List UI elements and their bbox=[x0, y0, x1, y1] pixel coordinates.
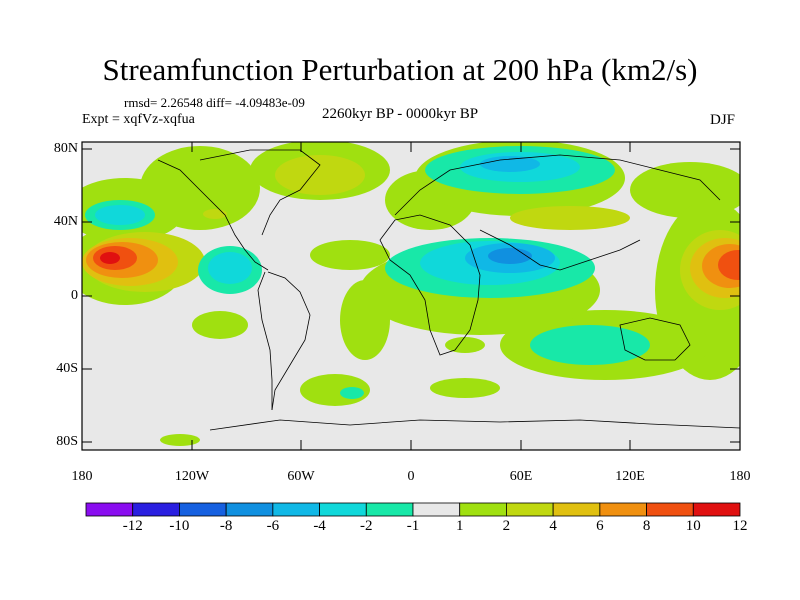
south-america-west-coast bbox=[257, 271, 273, 410]
colorbar-tick-label: -1 bbox=[406, 518, 420, 534]
contour-level-12 bbox=[100, 252, 120, 264]
asia-south-coast bbox=[479, 229, 641, 271]
experiment-label: Expt = xqfVz-xqfua bbox=[82, 112, 195, 127]
colorbar-swatch bbox=[599, 502, 647, 517]
colorbar-swatch bbox=[179, 502, 227, 517]
lon-label-60w: 60W bbox=[287, 469, 315, 484]
colorbar-swatch bbox=[412, 502, 461, 517]
lon-label-60e: 60E bbox=[509, 469, 533, 484]
lat-label-0: 0 bbox=[71, 288, 78, 303]
eurasia-north-coast bbox=[394, 154, 721, 216]
north-america-coast bbox=[157, 159, 269, 271]
coastlines bbox=[157, 149, 740, 431]
contour-fields bbox=[82, 142, 740, 446]
lat-label-80n: 80N bbox=[53, 141, 78, 156]
colorbar-swatch bbox=[459, 502, 507, 517]
colorbar-swatch bbox=[646, 502, 694, 517]
colorbar-swatch bbox=[692, 502, 741, 517]
colorbar-tick-label: 8 bbox=[642, 518, 651, 534]
colorbar-tick-label: -10 bbox=[169, 518, 190, 534]
lon-label-0: 0 bbox=[407, 469, 415, 484]
colorbar-tick-label: -6 bbox=[266, 518, 280, 534]
contour-level-neg6 bbox=[488, 248, 532, 264]
lon-label-180e: 180 bbox=[729, 469, 751, 484]
colorbar-tick-label: 2 bbox=[502, 518, 511, 534]
colorbar-swatch bbox=[319, 502, 367, 517]
colorbar-swatch bbox=[132, 502, 180, 517]
colorbar-swatch bbox=[272, 502, 320, 517]
south-america-east-coast bbox=[267, 271, 311, 411]
colorbar-tick-label: -8 bbox=[219, 518, 233, 534]
colorbar-tick-label: 4 bbox=[549, 518, 557, 534]
colorbar-tick-label: -2 bbox=[360, 518, 373, 534]
lon-label-120w: 120W bbox=[174, 469, 210, 484]
time-period-label: 2260kyr BP - 0000kyr BP bbox=[322, 106, 479, 122]
north-america-east-coast bbox=[199, 149, 321, 236]
australia-coast bbox=[619, 317, 691, 361]
season-label: DJF bbox=[710, 112, 736, 128]
lon-label-180w: 180 bbox=[71, 469, 93, 484]
axis-ticks bbox=[82, 142, 740, 450]
lat-label-80s: 80S bbox=[56, 434, 78, 449]
page-title: Streamfunction Perturbation at 200 hPa (… bbox=[102, 52, 698, 87]
colorbar-swatch bbox=[552, 502, 601, 517]
lat-label-40s: 40S bbox=[56, 361, 78, 376]
colorbar-swatch bbox=[225, 502, 274, 517]
colorbar-swatch bbox=[365, 502, 414, 517]
colorbar-tick-label: 12 bbox=[732, 518, 748, 534]
colorbar bbox=[85, 502, 741, 517]
colorbar-tick-label: 1 bbox=[455, 518, 464, 534]
colorbar-tick-label: 10 bbox=[685, 518, 701, 534]
rmsd-diff-stats: rmsd= 2.26548 diff= -4.09483e-09 bbox=[124, 95, 305, 110]
lat-label-40n: 40N bbox=[53, 214, 78, 229]
africa-coast bbox=[379, 214, 481, 356]
antarctica-coast bbox=[209, 419, 740, 431]
colorbar-swatch bbox=[506, 502, 554, 517]
colorbar-tick-label: 6 bbox=[596, 518, 604, 534]
colorbar-swatch bbox=[85, 502, 134, 517]
colorbar-tick-label: -4 bbox=[313, 518, 326, 534]
lon-label-120e: 120E bbox=[615, 469, 645, 484]
colorbar-tick-label: -12 bbox=[122, 518, 143, 534]
